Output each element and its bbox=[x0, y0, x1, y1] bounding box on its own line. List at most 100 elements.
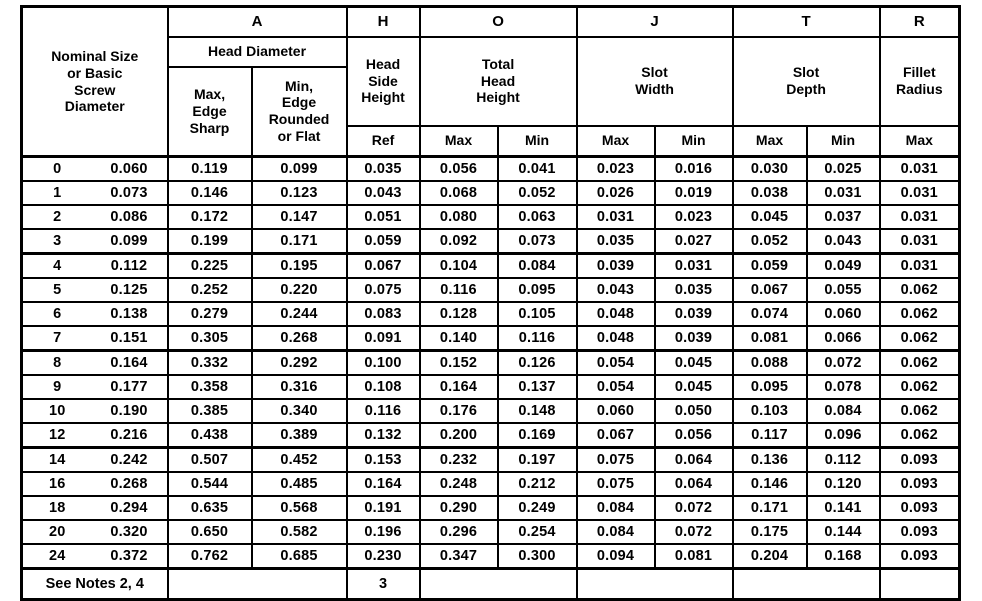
cell-t-min: 0.141 bbox=[805, 495, 881, 521]
cell-o-max: 0.164 bbox=[418, 374, 499, 400]
subheader-o-min: Min bbox=[496, 124, 578, 158]
cell-a-max: 0.544 bbox=[166, 471, 253, 497]
cell-t-min: 0.144 bbox=[805, 519, 881, 545]
cell-o-min: 0.249 bbox=[496, 495, 578, 521]
screw-dimensions-table: Nominal Size or Basic Screw Diameter A H… bbox=[20, 5, 962, 601]
cell-o-min: 0.041 bbox=[496, 155, 578, 182]
cell-a-min: 0.220 bbox=[250, 277, 348, 303]
cell-size: 24 bbox=[20, 543, 92, 570]
cell-basic: 0.086 bbox=[91, 204, 169, 230]
cell-size: 9 bbox=[20, 374, 92, 400]
cell-a-max: 0.146 bbox=[166, 180, 253, 206]
cell-a-min: 0.316 bbox=[250, 374, 348, 400]
column-letter-t: T bbox=[731, 5, 881, 38]
cell-j-min: 0.045 bbox=[653, 374, 734, 400]
cell-o-max: 0.056 bbox=[418, 155, 499, 182]
cell-a-min: 0.195 bbox=[250, 252, 348, 279]
cell-o-min: 0.126 bbox=[496, 349, 578, 376]
cell-basic: 0.216 bbox=[91, 422, 169, 449]
cell-r-max: 0.062 bbox=[878, 325, 961, 352]
cell-j-min: 0.031 bbox=[653, 252, 734, 279]
cell-o-max: 0.176 bbox=[418, 398, 499, 424]
cell-h-ref: 0.153 bbox=[345, 446, 421, 473]
cell-r-max: 0.093 bbox=[878, 519, 961, 545]
cell-size: 3 bbox=[20, 228, 92, 255]
column-letter-h: H bbox=[345, 5, 421, 38]
cell-o-max: 0.248 bbox=[418, 471, 499, 497]
cell-r-max: 0.062 bbox=[878, 422, 961, 449]
footer-empty-head-diameter bbox=[166, 567, 348, 601]
table-row: 14 0.242 0.507 0.452 0.153 0.232 0.197 0.075 0.0… bbox=[20, 446, 961, 473]
cell-o-min: 0.300 bbox=[496, 543, 578, 570]
cell-t-max: 0.117 bbox=[731, 422, 808, 449]
cell-t-max: 0.074 bbox=[731, 301, 808, 327]
cell-basic: 0.190 bbox=[91, 398, 169, 424]
table-row: 7 0.151 0.305 0.268 0.091 0.140 0.116 0.048 0.03… bbox=[20, 325, 961, 352]
cell-a-max: 0.635 bbox=[166, 495, 253, 521]
cell-r-max: 0.031 bbox=[878, 228, 961, 255]
cell-o-min: 0.148 bbox=[496, 398, 578, 424]
cell-a-min: 0.244 bbox=[250, 301, 348, 327]
cell-j-max: 0.067 bbox=[575, 422, 656, 449]
cell-o-max: 0.152 bbox=[418, 349, 499, 376]
cell-r-max: 0.093 bbox=[878, 543, 961, 570]
cell-j-min: 0.039 bbox=[653, 325, 734, 352]
cell-r-max: 0.031 bbox=[878, 252, 961, 279]
cell-h-ref: 0.230 bbox=[345, 543, 421, 570]
table-row: 16 0.268 0.544 0.485 0.164 0.248 0.212 0.075 0.0… bbox=[20, 471, 961, 497]
cell-a-min: 0.568 bbox=[250, 495, 348, 521]
cell-j-min: 0.081 bbox=[653, 543, 734, 570]
cell-j-max: 0.060 bbox=[575, 398, 656, 424]
cell-t-max: 0.171 bbox=[731, 495, 808, 521]
footer-empty-slot-depth bbox=[731, 567, 881, 601]
cell-t-min: 0.078 bbox=[805, 374, 881, 400]
footer-empty-fillet-radius bbox=[878, 567, 961, 601]
subheader-j-max: Max bbox=[575, 124, 656, 158]
cell-o-max: 0.080 bbox=[418, 204, 499, 230]
size-group-1: 4 0.112 0.225 0.195 0.067 0.104 0.084 0.039 0.03… bbox=[20, 252, 961, 352]
size-group-2: 8 0.164 0.332 0.292 0.100 0.152 0.126 0.054 0.04… bbox=[20, 349, 961, 449]
cell-basic: 0.320 bbox=[91, 519, 169, 545]
footer-head-side-height-note: 3 bbox=[345, 567, 421, 601]
subheader-j-min: Min bbox=[653, 124, 734, 158]
cell-o-max: 0.128 bbox=[418, 301, 499, 327]
cell-t-min: 0.072 bbox=[805, 349, 881, 376]
subheader-t-max: Max bbox=[731, 124, 808, 158]
cell-a-min: 0.292 bbox=[250, 349, 348, 376]
cell-basic: 0.242 bbox=[91, 446, 169, 473]
cell-a-min: 0.340 bbox=[250, 398, 348, 424]
cell-a-max: 0.119 bbox=[166, 155, 253, 182]
cell-j-max: 0.026 bbox=[575, 180, 656, 206]
cell-o-min: 0.084 bbox=[496, 252, 578, 279]
cell-r-max: 0.062 bbox=[878, 301, 961, 327]
cell-t-min: 0.060 bbox=[805, 301, 881, 327]
cell-j-min: 0.056 bbox=[653, 422, 734, 449]
cell-size: 12 bbox=[20, 422, 92, 449]
head-diameter-subrow: Max, Edge Sharp Min, Edge Rounded or Fla… bbox=[22, 65, 960, 158]
cell-j-min: 0.039 bbox=[653, 301, 734, 327]
cell-r-max: 0.093 bbox=[878, 446, 961, 473]
cell-o-min: 0.212 bbox=[496, 471, 578, 497]
cell-t-min: 0.066 bbox=[805, 325, 881, 352]
cell-size: 16 bbox=[20, 471, 92, 497]
cell-a-min: 0.485 bbox=[250, 471, 348, 497]
cell-a-max: 0.358 bbox=[166, 374, 253, 400]
cell-j-max: 0.054 bbox=[575, 374, 656, 400]
cell-t-min: 0.037 bbox=[805, 204, 881, 230]
cell-o-max: 0.232 bbox=[418, 446, 499, 473]
cell-size: 14 bbox=[20, 446, 92, 473]
cell-o-max: 0.068 bbox=[418, 180, 499, 206]
cell-h-ref: 0.091 bbox=[345, 325, 421, 352]
cell-r-max: 0.062 bbox=[878, 277, 961, 303]
cell-t-min: 0.043 bbox=[805, 228, 881, 255]
cell-o-min: 0.105 bbox=[496, 301, 578, 327]
table-row: 12 0.216 0.438 0.389 0.132 0.200 0.169 0.067 0.0… bbox=[20, 422, 961, 449]
cell-a-min: 0.147 bbox=[250, 204, 348, 230]
cell-j-min: 0.072 bbox=[653, 495, 734, 521]
cell-size: 10 bbox=[20, 398, 92, 424]
notes-footer: See Notes 2, 4 3 bbox=[20, 567, 961, 601]
cell-r-max: 0.093 bbox=[878, 495, 961, 521]
cell-a-max: 0.252 bbox=[166, 277, 253, 303]
cell-r-max: 0.093 bbox=[878, 471, 961, 497]
cell-t-max: 0.175 bbox=[731, 519, 808, 545]
